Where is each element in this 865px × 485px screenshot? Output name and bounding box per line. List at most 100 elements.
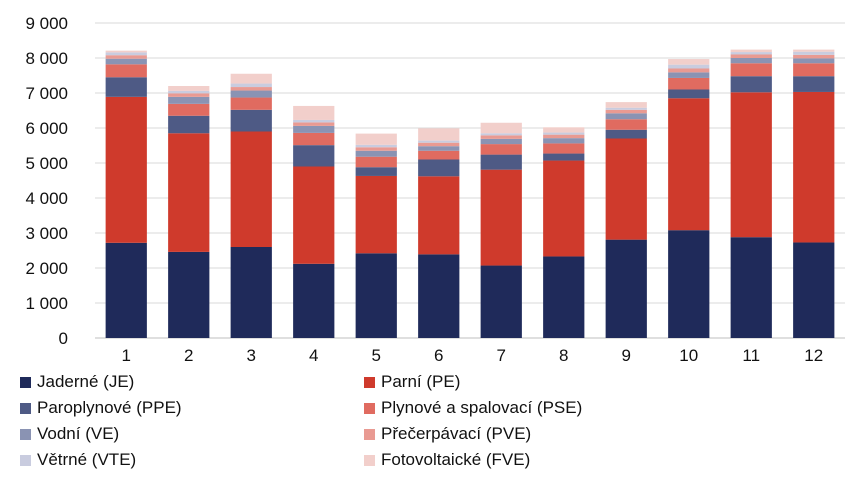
bar-segment [418, 142, 460, 147]
bar-segment [418, 140, 460, 143]
bar-segment [230, 247, 272, 338]
legend-swatch [20, 376, 31, 388]
y-tick-label: 1 000 [25, 294, 68, 313]
legend-swatch [364, 428, 375, 440]
legend-swatch [20, 428, 31, 440]
legend-item: Fotovoltaické (FVE) [364, 450, 530, 470]
bar-segment [730, 52, 772, 55]
bar-segment [355, 253, 397, 338]
bar-segment [230, 97, 272, 110]
bar-segment [168, 133, 210, 252]
legend-swatch [364, 402, 375, 414]
chart-plot-area: 0 1 000 2 000 3 000 4 000 5 000 6 000 7 000 8 00… [25, 14, 845, 365]
bar-segment [730, 237, 772, 338]
bar-segment [605, 138, 647, 240]
legend-label: Větrné (VTE) [37, 450, 137, 469]
x-tick-label: 10 [679, 346, 698, 365]
bar-segment [480, 169, 522, 266]
bar-segment [730, 92, 772, 238]
bar-segment [793, 76, 835, 92]
bar-segment [730, 58, 772, 64]
legend-item: Jaderné (JE) [20, 372, 134, 392]
bar-segment [418, 146, 460, 151]
x-tick-label: 3 [247, 346, 256, 365]
bar-segment [793, 51, 835, 55]
bar-segment [293, 166, 335, 264]
bar-segment [105, 50, 147, 53]
bar-segment [105, 58, 147, 65]
legend-label: Plynové a spalovací (PSE) [381, 398, 583, 417]
bar-segment [793, 63, 835, 77]
legend-item: Přečerpávací (PVE) [364, 424, 531, 444]
bar-segment [230, 73, 272, 84]
bar-segment [730, 54, 772, 58]
bar-segment [168, 103, 210, 116]
bar-segment [105, 242, 147, 338]
y-tick-label: 3 000 [25, 224, 68, 243]
x-tick-label: 11 [742, 346, 760, 365]
bar-segment [418, 176, 460, 255]
legend-label: Jaderné (JE) [37, 372, 135, 391]
bar-segment [543, 134, 585, 139]
bar-segment [105, 52, 147, 56]
bar-segment [730, 49, 772, 53]
y-tick-label: 6 000 [25, 119, 68, 138]
bar-segment [480, 144, 522, 155]
y-tick-label: 2 000 [25, 259, 68, 278]
bar-segment [543, 143, 585, 154]
bar-segment [605, 107, 647, 110]
x-tick-label: 6 [434, 346, 443, 365]
bar-segment [793, 91, 835, 243]
legend-swatch [364, 376, 375, 388]
legend-label: Parní (PE) [381, 372, 461, 391]
bar-segment [793, 242, 835, 338]
bar-segment [293, 132, 335, 146]
bar-segment [168, 86, 210, 91]
bar-segment [730, 76, 772, 93]
bar-segment [230, 83, 272, 88]
bar-segment [418, 128, 460, 141]
bar-segment [668, 68, 710, 73]
bar-segment [293, 145, 335, 167]
bar-segment [480, 154, 522, 170]
bar-segment [668, 98, 710, 231]
x-tick-label: 12 [804, 346, 823, 365]
bar-segment [230, 131, 272, 247]
bar-segment [668, 89, 710, 99]
bar-segment [605, 109, 647, 114]
bar-segment [605, 239, 647, 338]
bar-segment [105, 55, 147, 59]
bar-segment [230, 109, 272, 132]
bar-segment [168, 96, 210, 104]
legend-swatch [20, 454, 31, 466]
bar-segment [418, 254, 460, 338]
x-tick-label: 9 [622, 346, 631, 365]
bar-segment [668, 77, 710, 90]
bar-segment [480, 265, 522, 338]
legend-label: Paroplynové (PPE) [37, 398, 182, 417]
bar-segment [605, 119, 647, 130]
y-tick-label: 4 000 [25, 189, 68, 208]
bar-segment [293, 105, 335, 120]
bar-segment [418, 159, 460, 177]
bar-segment [168, 93, 210, 97]
bar-segment [355, 156, 397, 168]
bar-segment [293, 122, 335, 126]
legend-item: Větrné (VTE) [20, 450, 136, 470]
x-tick-label: 5 [372, 346, 381, 365]
legend-item: Plynové a spalovací (PSE) [364, 398, 582, 418]
x-tick-label: 4 [309, 346, 318, 365]
legend-item: Parní (PE) [364, 372, 460, 392]
bar-segment [543, 153, 585, 161]
bar-segment [168, 115, 210, 134]
bar-segment [168, 251, 210, 338]
bar-segment [293, 119, 335, 123]
bar-segment [355, 167, 397, 176]
x-tick-label: 2 [184, 346, 193, 365]
legend-swatch [364, 454, 375, 466]
y-tick-label: 9 000 [25, 14, 68, 33]
y-tick-label: 7 000 [25, 84, 68, 103]
bar-segment [543, 160, 585, 257]
bar-segment [418, 150, 460, 160]
